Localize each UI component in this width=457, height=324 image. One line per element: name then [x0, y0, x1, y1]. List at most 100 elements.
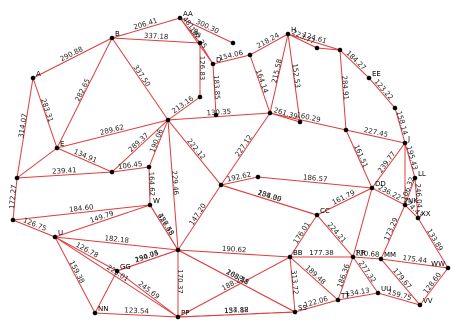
- node-label: WW: [431, 260, 445, 268]
- edge-line: [289, 256, 339, 301]
- edge-line: [94, 270, 118, 314]
- edge-line: [212, 63, 217, 116]
- edge-line: [54, 236, 179, 251]
- edge-line: [111, 37, 201, 44]
- edge-weight-label: 282.65: [74, 77, 92, 102]
- edge-line: [16, 171, 113, 179]
- edge-weight-label: 250.75: [134, 249, 160, 265]
- edge-line: [404, 204, 419, 219]
- edge-line: [249, 54, 271, 114]
- graph-node: [417, 302, 423, 308]
- node-label: TT: [340, 292, 350, 300]
- graph-node: [369, 185, 375, 191]
- edge-line: [269, 112, 347, 131]
- edge-weight-label: 314.07: [17, 113, 29, 138]
- edge-line: [167, 119, 179, 251]
- edge-line: [287, 33, 318, 49]
- edge-weight-label: 133.89: [425, 227, 444, 252]
- edge-weight-label: 124.61: [302, 31, 328, 46]
- edge-line: [177, 311, 296, 318]
- edge-weight-label: 227.45: [363, 126, 389, 139]
- edge-line: [54, 204, 151, 238]
- graph-node: [255, 174, 261, 180]
- node-label: NK: [408, 197, 418, 205]
- edge-line: [316, 214, 354, 258]
- edge-line: [249, 33, 289, 56]
- graph-node: [10, 217, 16, 223]
- edge-weight-label: 189.48: [304, 264, 328, 286]
- graph-node: [247, 52, 253, 58]
- graph-node: [109, 35, 115, 41]
- graph-node: [343, 127, 349, 133]
- edge-line: [368, 77, 396, 109]
- edge-line: [377, 292, 421, 306]
- node-label: U: [58, 229, 63, 237]
- edge-line: [54, 236, 96, 314]
- edge-line: [12, 204, 151, 221]
- graph-node: [445, 265, 451, 271]
- edge-weight-label: 283.31: [39, 97, 55, 123]
- node-label: E: [60, 140, 64, 148]
- graph-node: [337, 47, 343, 53]
- edge-weight-label: 158.14: [395, 110, 410, 136]
- edge-weight-label: 126.83: [198, 56, 206, 81]
- edge-weight-label: 184.60: [69, 203, 94, 214]
- edge-weight-label: 170.37: [176, 269, 184, 294]
- node-label: UU: [381, 285, 391, 293]
- node-label: AA: [183, 10, 193, 18]
- edge-weight-label: 122.06: [303, 295, 329, 309]
- edge-weight-label: 234.39: [257, 189, 283, 204]
- edge-weight-label: 177.38: [309, 249, 334, 257]
- graph-node: [287, 254, 293, 260]
- edge-line: [167, 119, 222, 186]
- edge-line: [414, 177, 419, 219]
- edge-line: [54, 236, 179, 318]
- graph-node: [175, 314, 181, 320]
- graph-node: [114, 268, 120, 274]
- edge-line: [167, 112, 271, 121]
- graph-node: [378, 256, 384, 262]
- edge-line: [337, 256, 354, 301]
- edge-line: [380, 258, 421, 306]
- edge-weight-label: 184.27: [344, 49, 367, 72]
- edge-line: [16, 77, 34, 179]
- graph-node: [197, 40, 203, 46]
- edge-line: [148, 119, 169, 168]
- edge-weight-label: 137.18: [224, 306, 249, 315]
- edge-line: [177, 256, 291, 318]
- edge-weight-label: 186.57: [303, 173, 328, 183]
- node-label: XX: [421, 210, 431, 218]
- node-label: PP: [181, 309, 189, 317]
- edge-weight-label: 227.12: [234, 133, 254, 158]
- node-label: DD: [375, 180, 386, 188]
- edge-label-layer: 206.41 300.30481.96192.25290.88337.18337.…: [8, 15, 445, 315]
- graph-node: [402, 202, 408, 208]
- node-label: A: [36, 70, 41, 78]
- node-label: RR: [356, 249, 366, 257]
- edge-weight-label: 229.46: [170, 170, 180, 196]
- edge-line: [345, 129, 406, 144]
- edge-line: [12, 219, 56, 238]
- edge-line: [12, 177, 18, 221]
- graph-node: [335, 297, 341, 303]
- graph-node: [109, 169, 115, 175]
- edge-line: [16, 147, 58, 179]
- edge-line: [177, 249, 296, 313]
- edge-weight-label: 190.06: [148, 127, 165, 153]
- edge-weight-label: 161.51: [352, 143, 369, 169]
- edge-line: [32, 37, 113, 79]
- edge-line: [111, 119, 169, 173]
- node-label: EE: [372, 70, 381, 78]
- edge-line: [56, 147, 113, 173]
- graph-node: [165, 117, 171, 123]
- graph-node: [392, 105, 398, 111]
- edge-line: [339, 49, 347, 131]
- graph-node: [197, 94, 203, 100]
- edge-weight-label: 152.53: [290, 63, 301, 88]
- edge-line: [56, 37, 113, 149]
- graph-node: [230, 40, 236, 46]
- graph-node: [52, 234, 58, 240]
- edge-line: [352, 256, 379, 294]
- edge-weight-label: 130.68: [355, 249, 380, 259]
- edge-weight-label: 183.85: [212, 75, 221, 100]
